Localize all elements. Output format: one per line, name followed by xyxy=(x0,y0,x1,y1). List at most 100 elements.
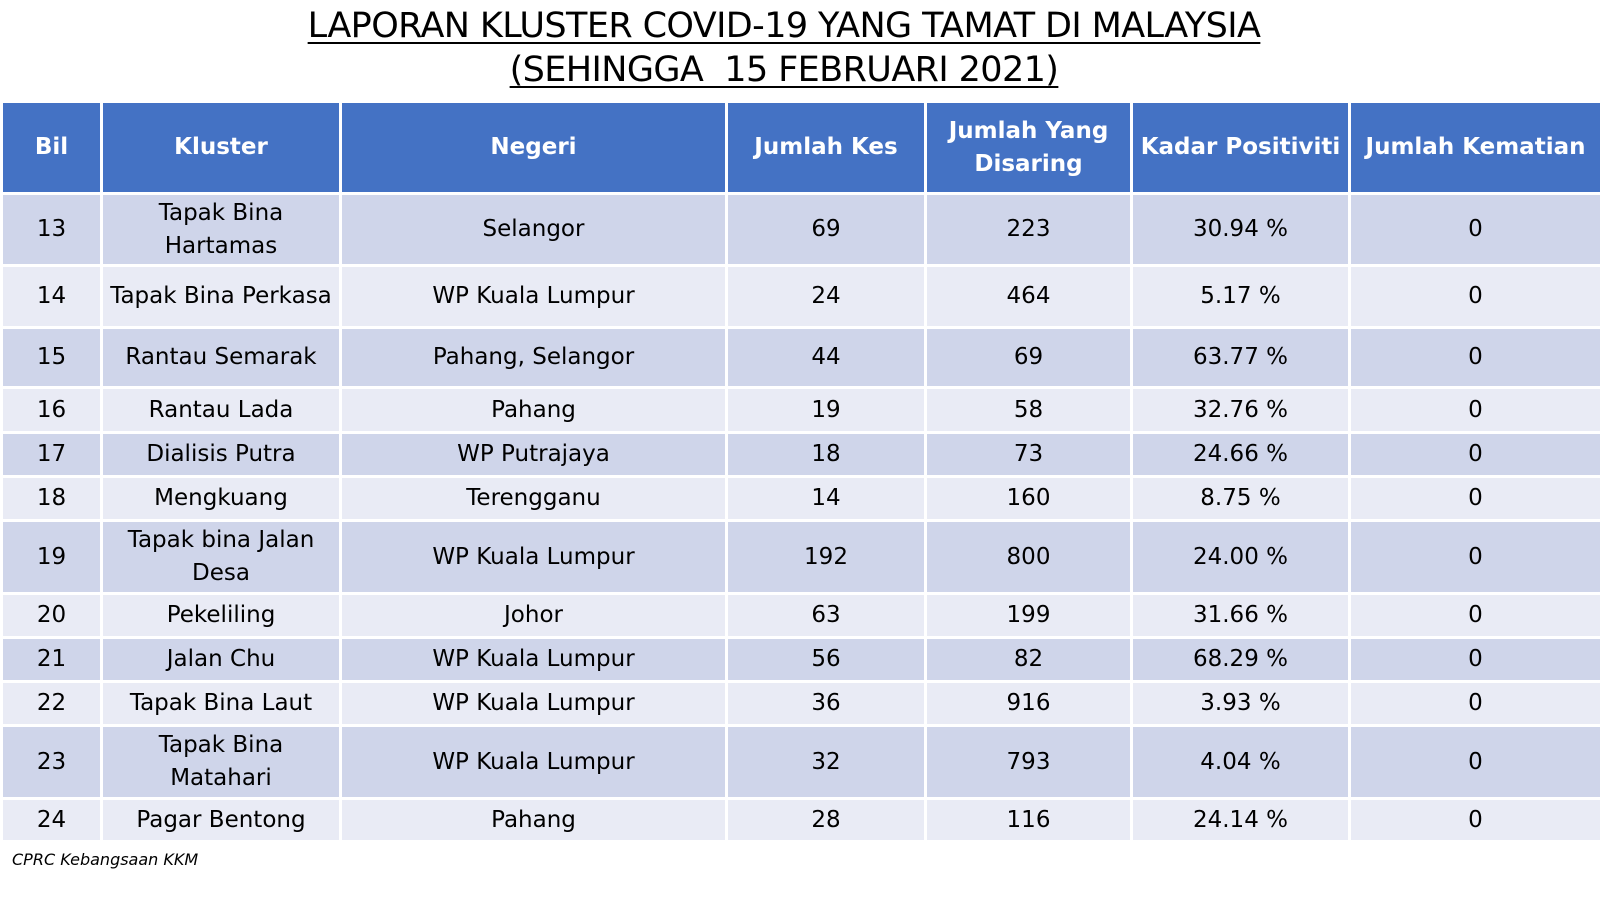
table-row: 17 Dialisis Putra WP Putrajaya 18 73 24.… xyxy=(0,431,1600,478)
header-jumlah-disaring: Jumlah Yang Disaring xyxy=(924,100,1133,195)
cell-jumlah-kes: 192 xyxy=(725,519,927,595)
cell-negeri: WP Kuala Lumpur xyxy=(339,264,728,329)
table-header-row: Bil Kluster Negeri Jumlah Kes Jumlah Yan… xyxy=(0,100,1600,195)
cell-kluster: Dialisis Putra xyxy=(100,431,342,478)
cell-bil: 17 xyxy=(0,431,103,478)
cluster-table: Bil Kluster Negeri Jumlah Kes Jumlah Yan… xyxy=(0,100,1600,843)
cell-kadar-positiviti: 32.76 % xyxy=(1130,386,1351,434)
cell-kadar-positiviti: 5.17 % xyxy=(1130,264,1351,329)
table-row: 19 Tapak bina Jalan Desa WP Kuala Lumpur… xyxy=(0,519,1600,595)
cell-negeri: Pahang xyxy=(339,797,728,843)
cell-jumlah-kematian: 0 xyxy=(1348,636,1600,683)
cell-kadar-positiviti: 63.77 % xyxy=(1130,326,1351,389)
cell-negeri: Pahang, Selangor xyxy=(339,326,728,389)
cell-jumlah-kematian: 0 xyxy=(1348,519,1600,595)
cell-jumlah-kematian: 0 xyxy=(1348,431,1600,478)
cell-jumlah-kematian: 0 xyxy=(1348,192,1600,267)
table-row: 16 Rantau Lada Pahang 19 58 32.76 % 0 xyxy=(0,386,1600,434)
cell-negeri: Johor xyxy=(339,592,728,639)
report-title: LAPORAN KLUSTER COVID-19 YANG TAMAT DI M… xyxy=(0,4,1568,92)
cell-jumlah-kematian: 0 xyxy=(1348,386,1600,434)
cell-jumlah-disaring: 464 xyxy=(924,264,1133,329)
table-row: 22 Tapak Bina Laut WP Kuala Lumpur 36 91… xyxy=(0,680,1600,727)
cell-jumlah-disaring: 58 xyxy=(924,386,1133,434)
cell-jumlah-kes: 24 xyxy=(725,264,927,329)
table-row: 18 Mengkuang Terengganu 14 160 8.75 % 0 xyxy=(0,475,1600,522)
cell-negeri: WP Kuala Lumpur xyxy=(339,680,728,727)
table-row: 15 Rantau Semarak Pahang, Selangor 44 69… xyxy=(0,326,1600,389)
cell-kadar-positiviti: 3.93 % xyxy=(1130,680,1351,727)
cell-kadar-positiviti: 31.66 % xyxy=(1130,592,1351,639)
cell-jumlah-disaring: 160 xyxy=(924,475,1133,522)
cell-jumlah-disaring: 69 xyxy=(924,326,1133,389)
cell-jumlah-kematian: 0 xyxy=(1348,264,1600,329)
cell-jumlah-disaring: 793 xyxy=(924,724,1133,800)
cell-bil: 15 xyxy=(0,326,103,389)
cell-kluster: Pekeliling xyxy=(100,592,342,639)
cell-jumlah-disaring: 223 xyxy=(924,192,1133,267)
cell-kadar-positiviti: 24.14 % xyxy=(1130,797,1351,843)
cell-jumlah-kes: 44 xyxy=(725,326,927,389)
cell-jumlah-kes: 14 xyxy=(725,475,927,522)
cell-jumlah-kematian: 0 xyxy=(1348,724,1600,800)
cell-kluster: Tapak bina Jalan Desa xyxy=(100,519,342,595)
cell-jumlah-kes: 56 xyxy=(725,636,927,683)
cell-bil: 20 xyxy=(0,592,103,639)
cell-kluster: Rantau Semarak xyxy=(100,326,342,389)
cell-jumlah-kes: 36 xyxy=(725,680,927,727)
cell-jumlah-kes: 32 xyxy=(725,724,927,800)
header-negeri: Negeri xyxy=(339,100,728,195)
cell-bil: 19 xyxy=(0,519,103,595)
title-line-1: LAPORAN KLUSTER COVID-19 YANG TAMAT DI M… xyxy=(307,6,1261,46)
table-row: 14 Tapak Bina Perkasa WP Kuala Lumpur 24… xyxy=(0,264,1600,329)
cell-bil: 18 xyxy=(0,475,103,522)
cell-kadar-positiviti: 30.94 % xyxy=(1130,192,1351,267)
cell-kadar-positiviti: 24.66 % xyxy=(1130,431,1351,478)
cell-kluster: Tapak Bina Laut xyxy=(100,680,342,727)
cell-negeri: Pahang xyxy=(339,386,728,434)
cell-jumlah-kes: 69 xyxy=(725,192,927,267)
cell-jumlah-disaring: 82 xyxy=(924,636,1133,683)
header-jumlah-kematian: Jumlah Kematian xyxy=(1348,100,1600,195)
cell-jumlah-kes: 63 xyxy=(725,592,927,639)
cell-jumlah-kes: 19 xyxy=(725,386,927,434)
cell-bil: 24 xyxy=(0,797,103,843)
header-kadar-positiviti: Kadar Positiviti xyxy=(1130,100,1351,195)
cell-kluster: Mengkuang xyxy=(100,475,342,522)
cell-kadar-positiviti: 24.00 % xyxy=(1130,519,1351,595)
cell-jumlah-kes: 28 xyxy=(725,797,927,843)
cell-negeri: WP Kuala Lumpur xyxy=(339,724,728,800)
cell-negeri: Selangor xyxy=(339,192,728,267)
header-kluster: Kluster xyxy=(100,100,342,195)
cell-bil: 14 xyxy=(0,264,103,329)
cell-kluster: Tapak Bina Perkasa xyxy=(100,264,342,329)
title-line-2: (SEHINGGA 15 FEBRUARI 2021) xyxy=(509,50,1059,90)
table-row: 20 Pekeliling Johor 63 199 31.66 % 0 xyxy=(0,592,1600,639)
cell-jumlah-disaring: 800 xyxy=(924,519,1133,595)
cell-bil: 16 xyxy=(0,386,103,434)
cell-bil: 13 xyxy=(0,192,103,267)
cell-negeri: WP Kuala Lumpur xyxy=(339,636,728,683)
table-row: 24 Pagar Bentong Pahang 28 116 24.14 % 0 xyxy=(0,797,1600,843)
table-row: 23 Tapak Bina Matahari WP Kuala Lumpur 3… xyxy=(0,724,1600,800)
cell-jumlah-kematian: 0 xyxy=(1348,326,1600,389)
header-bil: Bil xyxy=(0,100,103,195)
cell-jumlah-kematian: 0 xyxy=(1348,680,1600,727)
cell-jumlah-disaring: 199 xyxy=(924,592,1133,639)
source-footnote: CPRC Kebangsaan KKM xyxy=(12,850,199,869)
table-row: 13 Tapak Bina Hartamas Selangor 69 223 3… xyxy=(0,192,1600,267)
cell-jumlah-kematian: 0 xyxy=(1348,592,1600,639)
cell-bil: 23 xyxy=(0,724,103,800)
cell-jumlah-kes: 18 xyxy=(725,431,927,478)
cell-negeri: Terengganu xyxy=(339,475,728,522)
table-row: 21 Jalan Chu WP Kuala Lumpur 56 82 68.29… xyxy=(0,636,1600,683)
cell-kadar-positiviti: 68.29 % xyxy=(1130,636,1351,683)
cell-negeri: WP Kuala Lumpur xyxy=(339,519,728,595)
cell-kadar-positiviti: 8.75 % xyxy=(1130,475,1351,522)
cell-jumlah-kematian: 0 xyxy=(1348,797,1600,843)
header-jumlah-kes: Jumlah Kes xyxy=(725,100,927,195)
cell-kluster: Rantau Lada xyxy=(100,386,342,434)
cell-bil: 22 xyxy=(0,680,103,727)
cell-jumlah-disaring: 916 xyxy=(924,680,1133,727)
cell-kluster: Tapak Bina Hartamas xyxy=(100,192,342,267)
